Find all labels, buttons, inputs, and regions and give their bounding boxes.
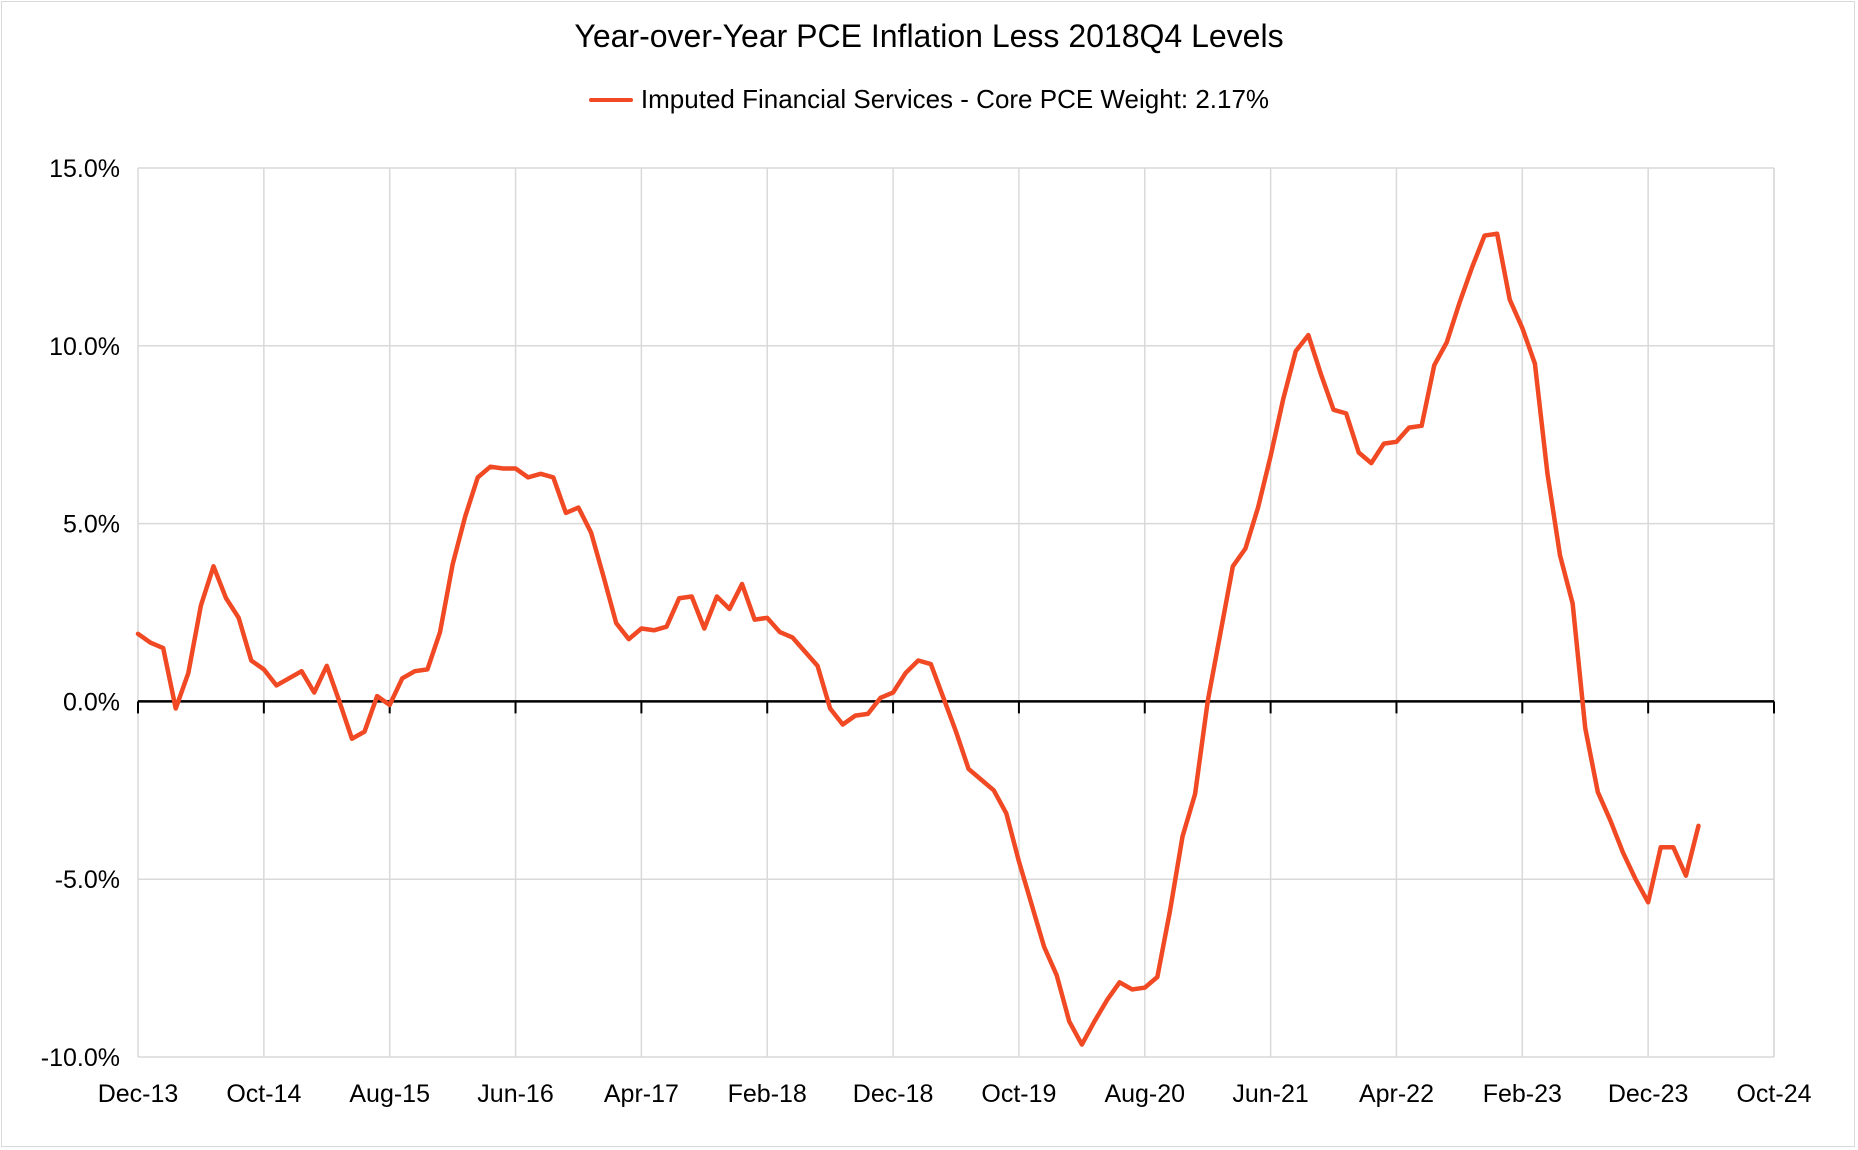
x-tick-label: Oct-14	[226, 1080, 301, 1108]
x-tick-label: Oct-24	[1736, 1080, 1811, 1108]
y-tick-label: -10.0%	[41, 1044, 120, 1072]
y-tick-label: -5.0%	[55, 866, 120, 894]
x-tick-label: Dec-18	[853, 1080, 934, 1108]
y-tick-label: 10.0%	[49, 333, 120, 361]
x-tick-label: Oct-19	[981, 1080, 1056, 1108]
x-tick-label: Apr-22	[1359, 1080, 1434, 1108]
series-layer	[135, 231, 1701, 1047]
y-tick-label: 15.0%	[49, 155, 120, 183]
legend: Imputed Financial Services - Core PCE We…	[0, 84, 1858, 115]
legend-swatch	[588, 97, 633, 102]
x-tick-label: Jun-21	[1232, 1080, 1308, 1108]
x-tick-label: Apr-17	[604, 1080, 679, 1108]
x-tick-label: Dec-13	[98, 1080, 179, 1108]
x-tick-label: Feb-23	[1483, 1080, 1562, 1108]
y-tick-label: 5.0%	[63, 511, 120, 539]
grid-layer	[137, 167, 1775, 1058]
axis-layer	[137, 700, 1775, 714]
legend-label: Imputed Financial Services - Core PCE We…	[640, 84, 1270, 114]
x-tick-label: Jun-16	[477, 1080, 553, 1108]
series-line	[135, 231, 1701, 1047]
label-layer: -10.0% -5.0% 0.0% 5.0% 10.0% 15.0% Dec-13 Oct-1…	[41, 155, 1812, 1108]
x-tick-label: Dec-23	[1608, 1080, 1689, 1108]
x-tick-label: Feb-18	[728, 1080, 807, 1108]
x-tick-label: Aug-20	[1104, 1080, 1185, 1108]
chart-title: Year-over-Year PCE Inflation Less 2018Q4…	[574, 18, 1284, 54]
y-tick-label: 0.0%	[63, 688, 120, 716]
x-tick-label: Aug-15	[349, 1080, 430, 1108]
